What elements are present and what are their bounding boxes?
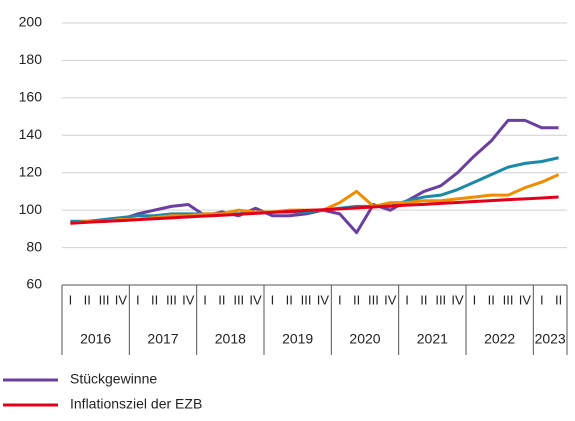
x-tick-label: III bbox=[435, 292, 446, 307]
year-label: 2021 bbox=[417, 331, 448, 347]
x-tick-label: IV bbox=[249, 292, 262, 307]
year-label: 2016 bbox=[80, 331, 111, 347]
y-tick-label: 140 bbox=[19, 126, 43, 142]
x-tick-label: I bbox=[203, 292, 207, 307]
x-tick-label: II bbox=[488, 292, 495, 307]
x-tick-label: II bbox=[555, 292, 562, 307]
y-tick-label: 80 bbox=[26, 238, 42, 254]
x-tick-label: IV bbox=[317, 292, 330, 307]
y-tick-label: 120 bbox=[19, 163, 43, 179]
x-tick-label: I bbox=[271, 292, 275, 307]
x-tick-label: III bbox=[368, 292, 379, 307]
y-tick-label: 60 bbox=[26, 276, 42, 292]
x-tick-label: III bbox=[503, 292, 514, 307]
year-label: 2022 bbox=[484, 331, 515, 347]
legend-label: Stückgewinne bbox=[70, 371, 157, 387]
x-tick-label: III bbox=[301, 292, 312, 307]
x-tick-label: II bbox=[218, 292, 225, 307]
y-tick-label: 100 bbox=[19, 201, 43, 217]
year-label: 2023 bbox=[535, 331, 566, 347]
x-tick-label: II bbox=[353, 292, 360, 307]
legend-label: Inflationsziel der EZB bbox=[70, 396, 202, 412]
x-tick-label: III bbox=[233, 292, 244, 307]
x-tick-label: IV bbox=[451, 292, 464, 307]
y-tick-label: 160 bbox=[19, 89, 43, 105]
x-tick-label: IV bbox=[519, 292, 532, 307]
y-tick-label: 200 bbox=[19, 14, 43, 30]
x-tick-label: I bbox=[69, 292, 73, 307]
x-tick-label: II bbox=[84, 292, 91, 307]
y-tick-label: 180 bbox=[19, 51, 43, 67]
x-tick-label: I bbox=[338, 292, 342, 307]
year-label: 2019 bbox=[282, 331, 313, 347]
x-tick-label: II bbox=[151, 292, 158, 307]
year-label: 2017 bbox=[147, 331, 178, 347]
x-tick-label: IV bbox=[115, 292, 128, 307]
x-tick-label: III bbox=[99, 292, 110, 307]
year-label: 2018 bbox=[215, 331, 246, 347]
x-tick-label: I bbox=[405, 292, 409, 307]
x-tick-label: I bbox=[473, 292, 477, 307]
x-tick-label: IV bbox=[182, 292, 195, 307]
x-tick-label: IV bbox=[384, 292, 397, 307]
x-tick-label: III bbox=[166, 292, 177, 307]
series-line bbox=[70, 195, 559, 225]
x-tick-label: I bbox=[136, 292, 140, 307]
x-tick-label: II bbox=[420, 292, 427, 307]
x-tick-label: II bbox=[286, 292, 293, 307]
x-tick-label: I bbox=[540, 292, 544, 307]
year-label: 2020 bbox=[349, 331, 380, 347]
